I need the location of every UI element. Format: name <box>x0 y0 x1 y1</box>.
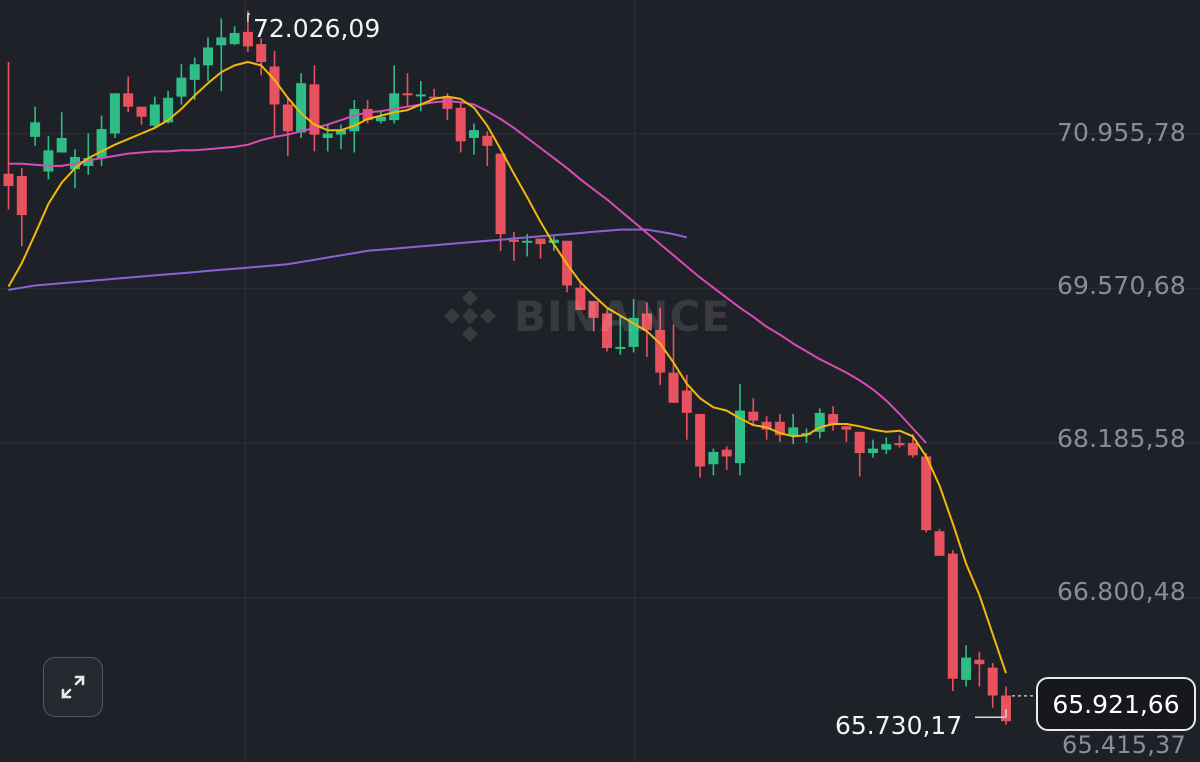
candle-body <box>522 240 533 243</box>
candle-body <box>136 106 147 117</box>
candle-body <box>149 104 160 126</box>
candle-body <box>216 37 227 46</box>
candle-body <box>402 93 413 96</box>
candle-body <box>43 150 54 172</box>
y-tick-label: 69.570,68 <box>1056 271 1186 300</box>
candle-body <box>602 313 612 349</box>
candle-body <box>242 31 253 47</box>
candle-body <box>375 116 386 122</box>
candle-body <box>695 413 706 467</box>
candle-body <box>641 313 652 331</box>
candle-body <box>508 239 519 242</box>
candle-body <box>668 372 679 403</box>
candle-body <box>828 413 839 426</box>
candle-body <box>814 412 825 432</box>
candle-body <box>708 451 719 465</box>
candle-body <box>1001 695 1011 722</box>
ma-mid-line <box>8 100 927 444</box>
candle-body <box>3 173 14 187</box>
candle-body <box>203 47 213 66</box>
candle-body <box>841 426 852 430</box>
candle-body <box>176 77 187 97</box>
expand-arrows-icon <box>61 675 85 699</box>
candle-body <box>974 659 985 665</box>
candle-body <box>868 448 878 454</box>
candle-body <box>109 93 120 134</box>
candle-body <box>189 64 200 80</box>
candle-body <box>389 93 400 121</box>
y-tick-label: 66.800,48 <box>1056 577 1186 606</box>
candle-body <box>907 443 918 456</box>
candle-body <box>748 411 759 421</box>
candle-body <box>56 137 67 153</box>
watermark: BINANCE <box>440 286 731 346</box>
candle-body <box>429 96 440 99</box>
candle-body <box>123 93 134 107</box>
ma-fast-line <box>7 61 1007 674</box>
candle-body <box>628 317 639 347</box>
candle-body <box>961 657 972 680</box>
candle-body <box>788 427 799 436</box>
candle-body <box>309 84 320 135</box>
candle-body <box>256 44 267 63</box>
y-tick-label: 65.415,37 <box>1062 731 1186 759</box>
moving-averages <box>7 61 1007 674</box>
candle-body <box>894 443 905 446</box>
candle-body <box>282 104 293 132</box>
candle-body <box>455 107 466 142</box>
y-tick-label: 70.955,78 <box>1056 118 1186 147</box>
candle-body <box>469 130 479 138</box>
candle-body <box>322 133 333 138</box>
candle-body <box>588 301 599 318</box>
candle-body <box>163 97 174 123</box>
candle-body <box>801 432 812 435</box>
candle-body <box>881 444 892 450</box>
candle-body <box>721 449 732 457</box>
candle-body <box>30 122 41 137</box>
candle-body <box>336 130 346 135</box>
low-price-label: 65.730,17 <box>835 711 963 740</box>
watermark-text: BINANCE <box>514 291 731 341</box>
last-price-badge: 65.921,66 <box>1036 677 1196 731</box>
candle-body <box>655 330 666 373</box>
candle-body <box>774 421 785 436</box>
candle-body <box>482 135 493 146</box>
candle-body <box>854 431 865 454</box>
candle-body <box>96 129 107 159</box>
ma-slow-line <box>8 228 688 291</box>
candle-body <box>495 153 506 235</box>
candle-body <box>83 158 94 166</box>
y-tick-label: 68.185,58 <box>1056 424 1186 453</box>
candle-body <box>349 108 360 132</box>
candle-body <box>735 410 745 464</box>
expand-button[interactable] <box>43 657 103 717</box>
candle-body <box>296 83 307 133</box>
candle-body <box>535 238 546 245</box>
candle-body <box>987 667 998 696</box>
candle-body <box>575 287 586 311</box>
candle-body <box>934 531 945 556</box>
candle-body <box>269 66 280 105</box>
high-price-label: 72.026,09 <box>253 14 381 43</box>
price-guides <box>247 13 1036 719</box>
binance-logo-icon <box>444 290 496 342</box>
candle-body <box>921 456 932 531</box>
candle-body <box>548 239 559 244</box>
candles <box>3 10 1011 725</box>
candle-body <box>615 346 626 349</box>
candle-body <box>681 390 692 413</box>
candle-body <box>415 94 426 97</box>
candle-body <box>16 175 27 216</box>
candle-body <box>761 421 772 430</box>
candle-body <box>362 108 373 121</box>
candle-body <box>947 553 958 679</box>
candle-body <box>442 96 453 109</box>
candle-body <box>229 32 240 45</box>
